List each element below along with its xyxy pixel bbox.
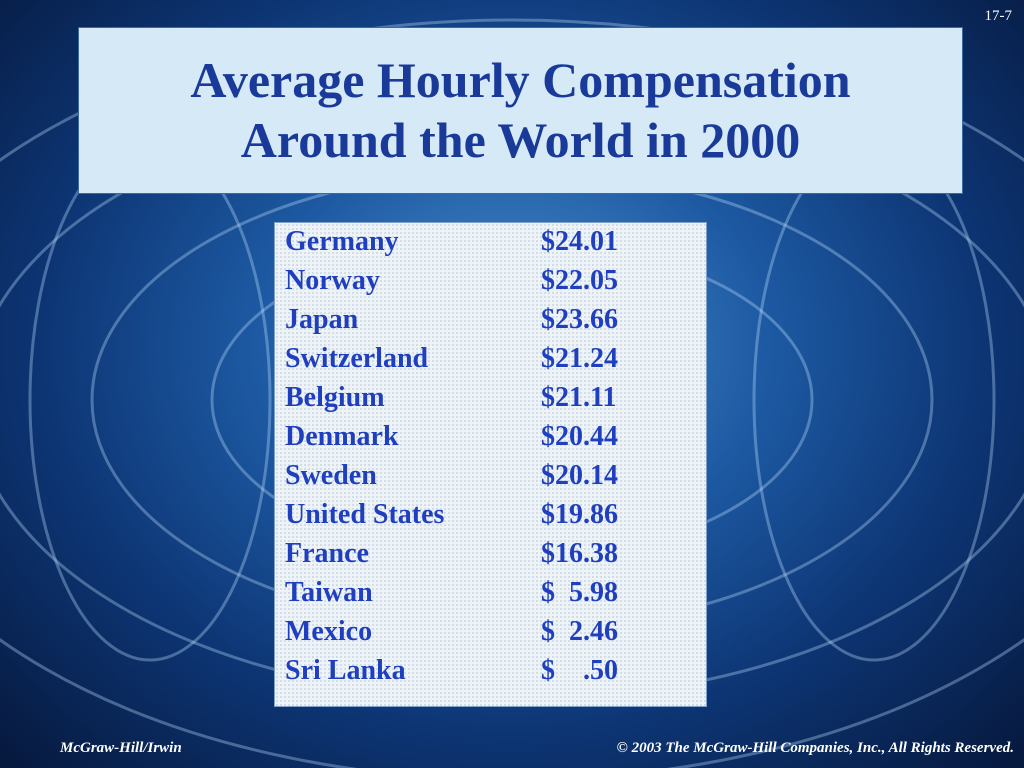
compensation: $ .50 bbox=[541, 655, 618, 686]
country: Norway bbox=[285, 265, 380, 296]
footer-left: McGraw-Hill/Irwin bbox=[60, 740, 182, 756]
title-box: Average Hourly Compensation Around the W… bbox=[78, 27, 963, 194]
country: Taiwan bbox=[285, 577, 373, 608]
country: Mexico bbox=[285, 616, 373, 647]
compensation: $21.11 bbox=[541, 382, 617, 413]
title-line: Average Hourly Compensation bbox=[190, 52, 851, 108]
country: Sweden bbox=[285, 460, 377, 491]
compensation: $20.44 bbox=[541, 421, 618, 452]
compensation: $23.66 bbox=[541, 304, 618, 335]
compensation: $24.01 bbox=[541, 226, 618, 257]
title-line: Around the World in 2000 bbox=[240, 112, 801, 168]
compensation: $ 5.98 bbox=[541, 577, 618, 608]
compensation: $20.14 bbox=[541, 460, 618, 491]
compensation: $19.86 bbox=[541, 499, 618, 530]
country: France bbox=[285, 538, 369, 569]
compensation: $22.05 bbox=[541, 265, 618, 296]
country: United States bbox=[285, 499, 445, 530]
table: Germany $24.01 Norway $22.05 Japan $23.66 Swit… bbox=[274, 222, 707, 707]
country: Belgium bbox=[285, 382, 385, 413]
compensation: $ 2.46 bbox=[541, 616, 618, 647]
compensation: $21.24 bbox=[541, 343, 618, 374]
country: Sri Lanka bbox=[285, 655, 406, 686]
country: Switzerland bbox=[285, 343, 429, 374]
country: Denmark bbox=[285, 421, 399, 452]
footer-right: © 2003 The McGraw-Hill Companies, Inc., … bbox=[616, 740, 1014, 756]
slide-number: 17-7 bbox=[984, 8, 1013, 24]
country: Germany bbox=[285, 226, 399, 257]
compensation: $16.38 bbox=[541, 538, 618, 569]
country: Japan bbox=[285, 304, 359, 335]
